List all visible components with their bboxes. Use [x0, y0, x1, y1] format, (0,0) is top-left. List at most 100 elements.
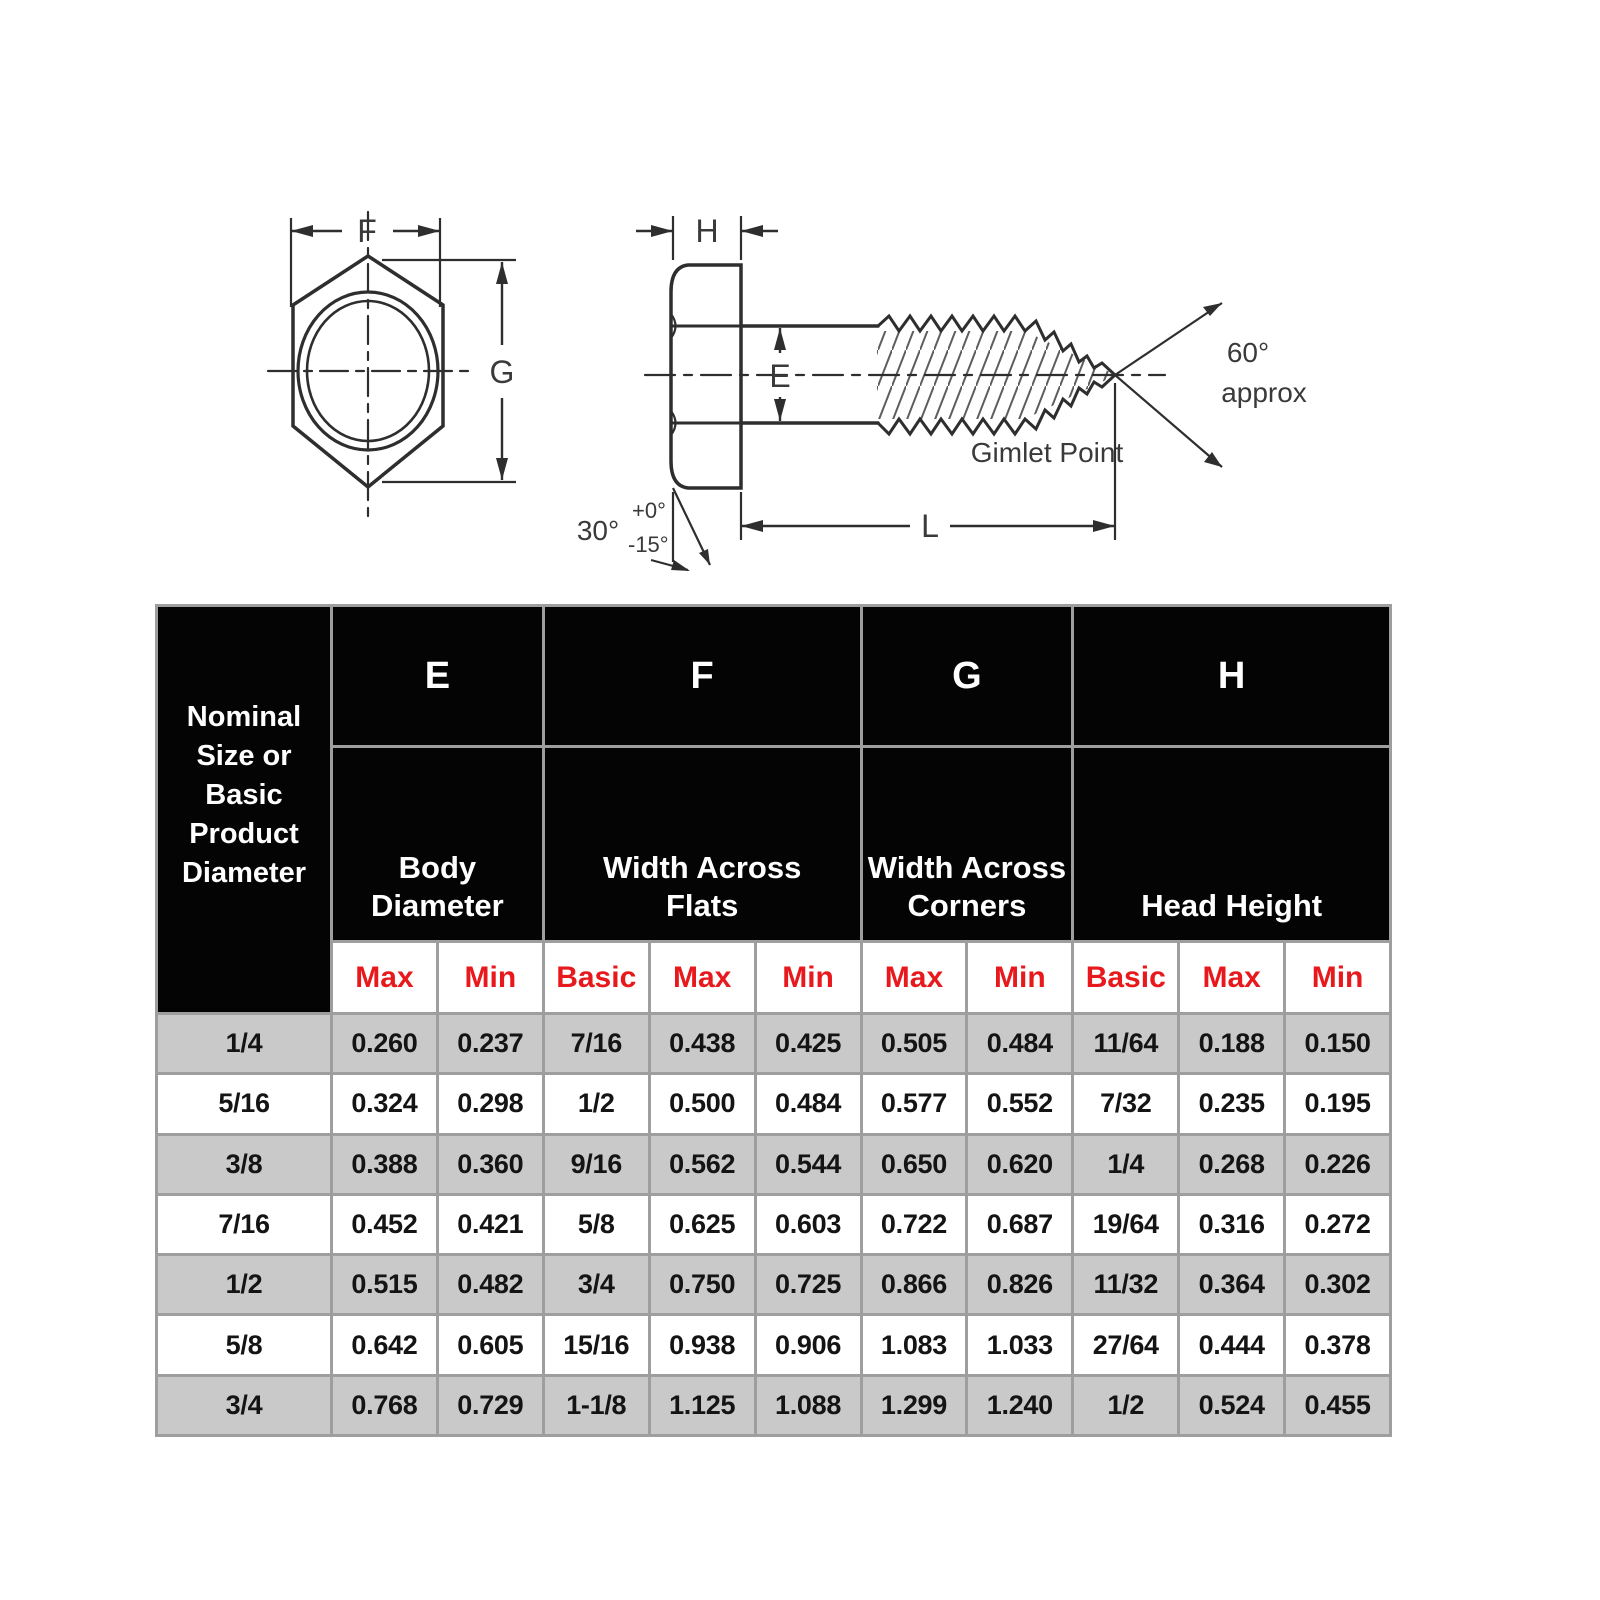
table-cell-r7-c4: 1-1/8 [544, 1376, 648, 1434]
g-label: G [490, 354, 515, 390]
arrowhead [1203, 303, 1222, 316]
table-cell-r3-c2: 0.388 [333, 1135, 436, 1193]
table-cell-r5-c2: 0.515 [333, 1256, 436, 1314]
table-cell-r1-c6: 0.425 [756, 1015, 860, 1073]
table-cell-r4-c5: 0.625 [650, 1195, 754, 1254]
table-cell-r4-c10: 0.316 [1180, 1195, 1284, 1254]
table-cell-r5-c6: 0.725 [756, 1256, 860, 1314]
table-cell-r6-c2: 0.642 [333, 1316, 436, 1374]
thread-profile-bottom [876, 373, 1117, 437]
table-cell-r4-c7: 0.722 [862, 1195, 966, 1254]
table-cell-r5-c3: 0.482 [438, 1256, 542, 1314]
table-cell-r4-c4: 5/8 [544, 1195, 648, 1254]
l-dimension: L [739, 383, 1117, 544]
table-cell-r3-c5: 0.562 [650, 1135, 754, 1193]
table-cell-r1-c1: 1/4 [158, 1015, 330, 1073]
tolerance-plus-label: +0° [632, 498, 666, 523]
col-group-letter-G: G [862, 607, 1072, 745]
table-cell-r5-c7: 0.866 [862, 1256, 966, 1314]
table-cell-r6-c4: 15/16 [544, 1316, 648, 1374]
angle-60-label: 60° [1227, 337, 1269, 368]
f-label: F [357, 213, 377, 249]
table-cell-r7-c2: 0.768 [333, 1376, 436, 1434]
table-cell-r4-c9: 19/64 [1074, 1195, 1178, 1254]
table-cell-r4-c3: 0.421 [438, 1195, 542, 1254]
table-cell-r7-c11: 0.455 [1286, 1376, 1389, 1434]
table-cell-r6-c8: 1.033 [968, 1316, 1072, 1374]
table-cell-r4-c1: 7/16 [158, 1195, 330, 1254]
table-cell-r1-c5: 0.438 [650, 1015, 754, 1073]
l-label: L [921, 508, 939, 544]
arrowhead [291, 225, 313, 237]
table-cell-r5-c9: 11/32 [1074, 1256, 1178, 1314]
table-cell-r1-c7: 0.505 [862, 1015, 966, 1073]
table-cell-r5-c10: 0.364 [1180, 1256, 1284, 1314]
table-cell-r5-c1: 1/2 [158, 1256, 330, 1314]
arrowhead [496, 262, 508, 284]
table-cell-r3-c1: 3/8 [158, 1135, 330, 1193]
spec-table: Nominal Size or Basic Product Diameter E B… [155, 604, 1392, 1437]
table-cell-r1-c11: 0.150 [1286, 1015, 1389, 1073]
subheader-H-max: Max [1180, 943, 1284, 1012]
col-group-label-G: Width Across Corners [862, 748, 1072, 940]
table-cell-r6-c9: 27/64 [1074, 1316, 1178, 1374]
point-60-annotation: 60° approx [1114, 302, 1307, 468]
angle-30-label: 30° [577, 515, 619, 546]
arrowhead [651, 225, 673, 237]
table-cell-r2-c10: 0.235 [1180, 1075, 1284, 1133]
table-cell-r4-c11: 0.272 [1286, 1195, 1389, 1254]
head-facet-arc-bottom [669, 409, 677, 437]
col-group-letter-E: E [333, 607, 542, 745]
table-cell-r3-c11: 0.226 [1286, 1135, 1389, 1193]
table-cell-r6-c3: 0.605 [438, 1316, 542, 1374]
h-dimension: H [636, 213, 778, 260]
e-label: E [769, 358, 790, 394]
table-cell-r4-c2: 0.452 [333, 1195, 436, 1254]
table-cell-r2-c1: 5/16 [158, 1075, 330, 1133]
table-cell-r5-c11: 0.302 [1286, 1256, 1389, 1314]
subheader-F-max: Max [650, 943, 754, 1012]
table-cell-r7-c7: 1.299 [862, 1376, 966, 1434]
table-cell-r1-c2: 0.260 [333, 1015, 436, 1073]
table-cell-r6-c6: 0.906 [756, 1316, 860, 1374]
approx-label: approx [1221, 377, 1307, 408]
gimlet-point-label: Gimlet Point [971, 437, 1124, 468]
table-cell-r2-c2: 0.324 [333, 1075, 436, 1133]
table-cell-r7-c1: 3/4 [158, 1376, 330, 1434]
arrowhead [774, 399, 786, 421]
chamfer-30-annotation: 30° +0° -15° [577, 487, 711, 571]
table-cell-r5-c4: 3/4 [544, 1256, 648, 1314]
table-cell-r2-c5: 0.500 [650, 1075, 754, 1133]
arrowhead [741, 225, 763, 237]
table-cell-r7-c10: 0.524 [1180, 1376, 1284, 1434]
arrowhead [699, 549, 710, 565]
e-dimension: E [769, 328, 791, 421]
arrowhead [1204, 452, 1222, 467]
lag-screw-drawing: F G H [266, 210, 1307, 571]
arrowhead [418, 225, 440, 237]
tolerance-minus-label: -15° [628, 532, 669, 557]
table-cell-r7-c8: 1.240 [968, 1376, 1072, 1434]
table-cell-r1-c10: 0.188 [1180, 1015, 1284, 1073]
table-cell-r6-c5: 0.938 [650, 1316, 754, 1374]
hex-front-view [266, 210, 474, 520]
subheader-H-basic: Basic [1074, 943, 1178, 1012]
h-label: H [695, 213, 718, 249]
table-cell-r2-c6: 0.484 [756, 1075, 860, 1133]
head-profile [669, 263, 743, 490]
col-group-letter-H: H [1074, 607, 1389, 745]
table-cell-r1-c4: 7/16 [544, 1015, 648, 1073]
table-cell-r6-c7: 1.083 [862, 1316, 966, 1374]
table-cell-r2-c11: 0.195 [1286, 1075, 1389, 1133]
table-cell-r6-c1: 5/8 [158, 1316, 330, 1374]
table-cell-r7-c9: 1/2 [1074, 1376, 1178, 1434]
col-group-label-E: Body Diameter [333, 748, 542, 940]
bolt-side-view [643, 263, 1167, 490]
table-cell-r3-c4: 9/16 [544, 1135, 648, 1193]
table-cell-r4-c6: 0.603 [756, 1195, 860, 1254]
arrowhead [774, 328, 786, 350]
f-dimension: F [289, 213, 442, 307]
arrowhead [741, 520, 763, 532]
col-group-letter-F: F [544, 607, 860, 745]
